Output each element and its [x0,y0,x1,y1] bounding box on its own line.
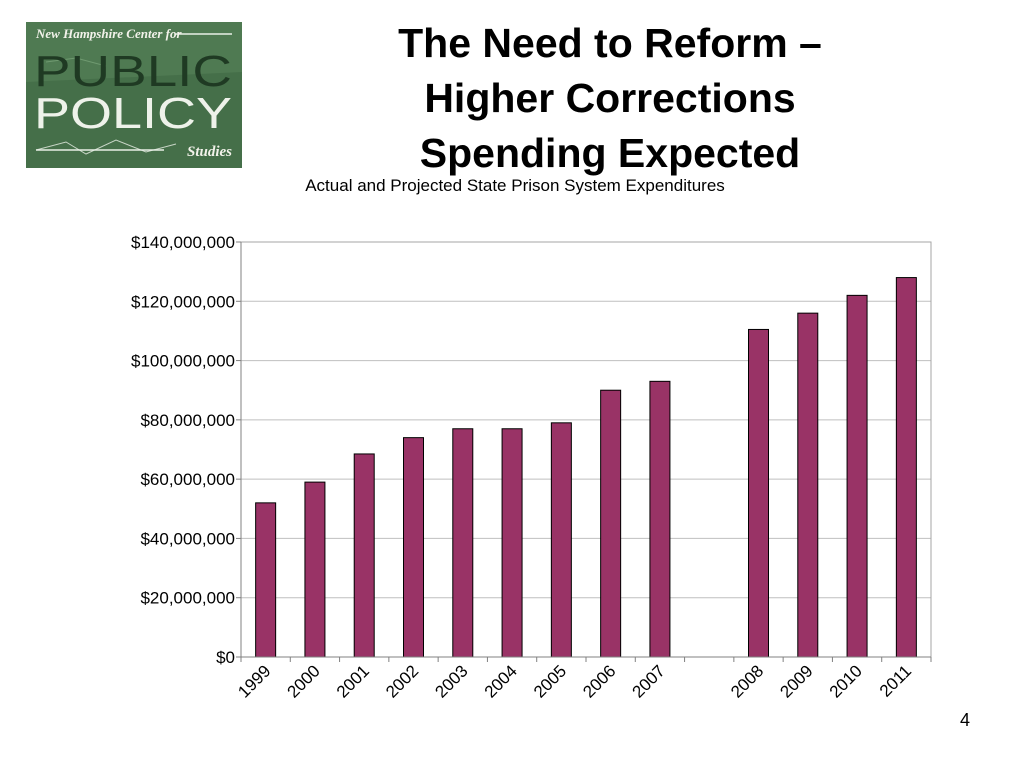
x-tick-label: 2001 [333,661,373,701]
y-tick-label: $40,000,000 [140,529,235,548]
y-tick-label: $120,000,000 [131,292,235,311]
slide-title: The Need to Reform – Higher Corrections … [290,16,930,181]
bar-2010 [846,294,868,658]
x-tick-label: 2008 [727,661,767,701]
chart-title: Actual and Projected State Prison System… [305,176,725,195]
x-tick-label: 2007 [629,661,669,701]
y-tick-label: $60,000,000 [140,470,235,489]
x-tick-label: 2004 [481,661,521,701]
y-tick-label: $100,000,000 [131,352,235,371]
x-tick-label: 2006 [579,661,619,701]
page-number: 4 [959,710,970,730]
y-tick-label: $140,000,000 [131,233,235,252]
x-tick-label: 2009 [776,661,816,701]
center-for-public-policy-studies-logo: New Hampshire Center for PUBLIC POLICY S… [26,22,242,168]
bar-2008 [748,328,769,658]
bar-2003 [452,428,474,658]
bars [255,277,917,658]
axes [236,241,932,662]
gridlines [241,241,931,599]
logo-line-2: PUBLIC [34,47,232,96]
slide-title-line: The Need to Reform – [398,20,822,66]
bar-2001 [353,453,375,658]
logo-line-3: POLICY [34,89,232,138]
x-tick-label: 1999 [234,661,274,701]
slide-title-line: Higher Corrections [424,75,796,121]
x-tick-label: 2003 [431,661,471,701]
plot-area-border [240,241,932,658]
x-tick-label: 2010 [826,661,866,701]
x-tick-labels: 1999 2000 2001 2002 2003 2004 2005 2006 2007 2008… [234,661,915,701]
bar-2007 [649,380,671,658]
y-tick-labels: $0 $20,000,000 $40,000,000 $60,000,000 $80,0… [131,233,235,667]
x-tick-label: 2011 [876,661,915,700]
slide-title-line: Spending Expected [419,130,801,176]
x-tick-label: 2000 [284,661,324,701]
bar-1999 [255,502,277,658]
x-tick-label: 2005 [530,661,570,701]
bar-2011 [895,277,917,658]
y-tick-label: $0 [216,648,235,667]
bar-2009 [797,312,819,658]
logo-line-1: New Hampshire Center for [35,26,182,41]
bar-2000 [304,481,326,658]
logo-line-4: Studies [187,144,232,160]
y-tick-label: $80,000,000 [140,411,235,430]
bar-2002 [403,437,424,658]
bar-2005 [550,422,572,658]
y-tick-label: $20,000,000 [140,589,235,608]
x-tick-label: 2002 [382,661,422,701]
bar-2006 [600,389,622,658]
bar-2004 [501,428,523,658]
